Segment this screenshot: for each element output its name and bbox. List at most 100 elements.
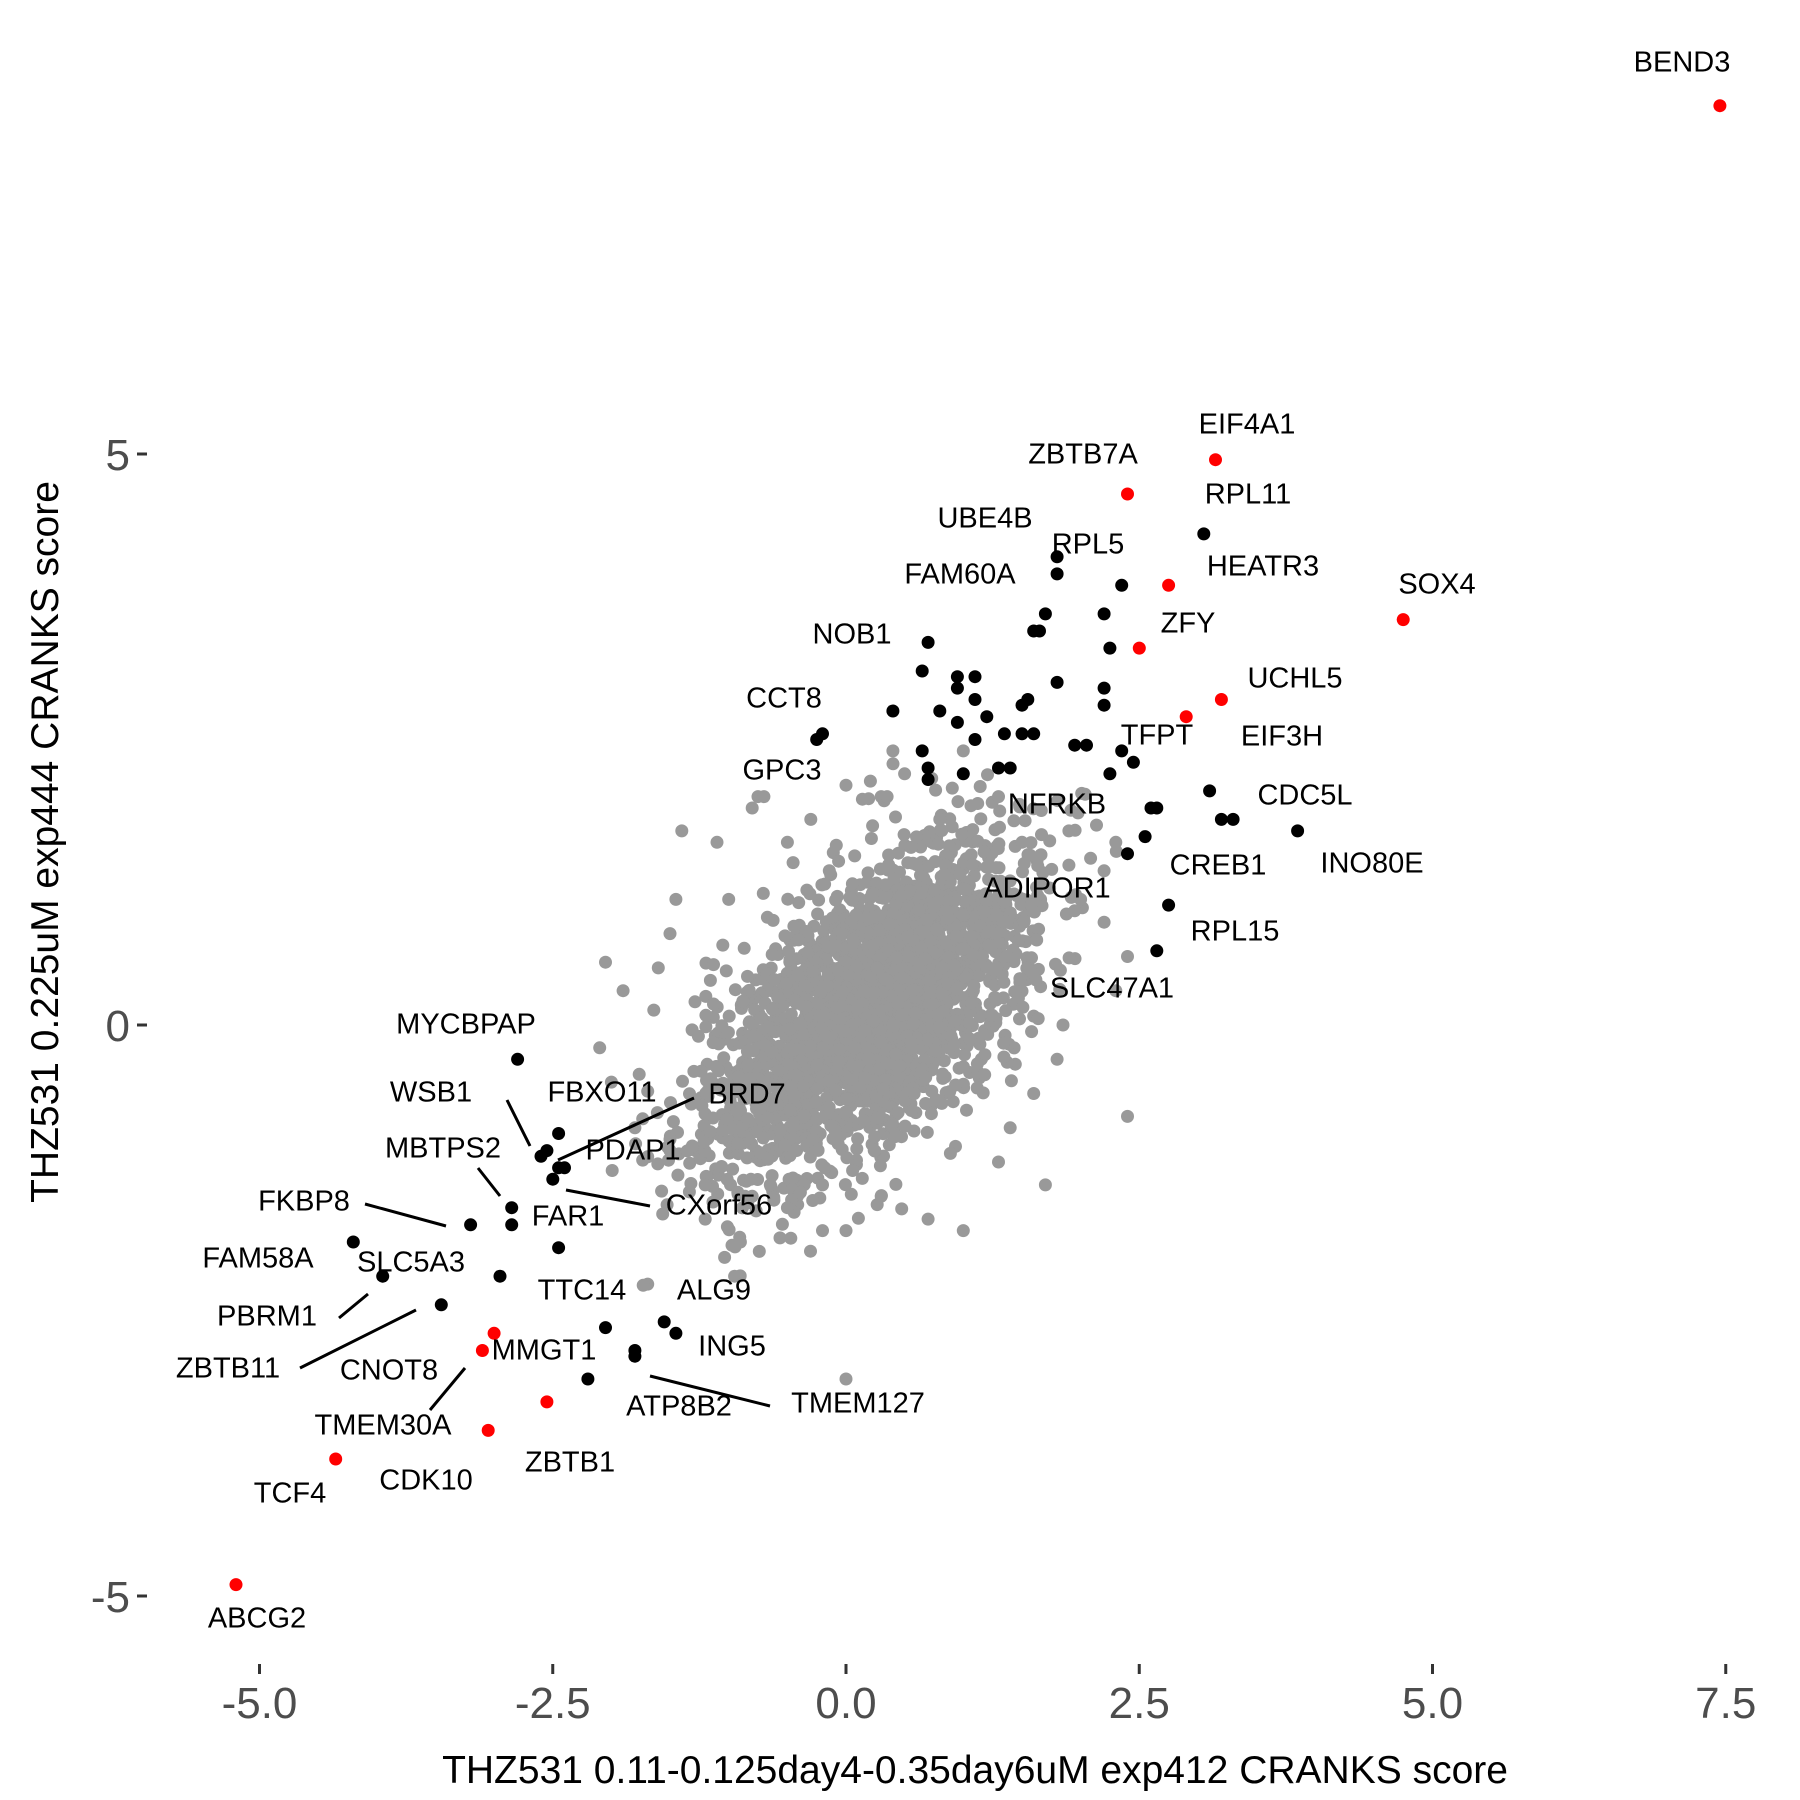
background-point <box>874 1035 887 1049</box>
background-point <box>804 1244 817 1258</box>
background-point <box>914 942 928 956</box>
background-point <box>832 854 846 868</box>
label-zbtb1: ZBTB1 <box>525 1447 615 1479</box>
background-point <box>947 958 961 972</box>
background-point <box>722 1009 736 1023</box>
background-point <box>765 1002 779 1016</box>
background-point <box>707 958 720 972</box>
background-point <box>697 1135 711 1149</box>
background-point <box>818 877 832 891</box>
background-point <box>998 895 1012 909</box>
y-axis-title: THZ531 0.225uM exp444 CRANKS score <box>24 481 67 1203</box>
background-point <box>937 1054 951 1068</box>
background-point <box>731 1070 745 1084</box>
background-point <box>810 1082 824 1096</box>
background-point <box>929 783 943 797</box>
background-point <box>762 1093 776 1107</box>
label-rpl11: RPL11 <box>1205 479 1292 511</box>
background-point <box>651 1157 665 1171</box>
background-point <box>737 941 751 955</box>
background-point <box>680 1144 694 1158</box>
background-point <box>867 1014 881 1028</box>
background-point <box>716 1124 730 1137</box>
background-point <box>767 1193 781 1207</box>
background-point <box>605 1164 619 1177</box>
background-point <box>744 1086 758 1100</box>
background-point <box>909 1006 922 1020</box>
hit-point <box>1097 681 1111 695</box>
background-point <box>669 892 683 906</box>
background-point <box>839 778 853 792</box>
label-leader-lines <box>299 1096 771 1411</box>
background-point <box>976 949 989 963</box>
background-point <box>746 1044 760 1058</box>
background-point <box>881 943 895 957</box>
hit-point <box>628 1344 642 1357</box>
hit-point <box>992 761 1005 775</box>
background-point <box>1031 859 1045 873</box>
label-uchl5: UCHL5 <box>1247 663 1342 695</box>
background-point <box>839 1105 853 1119</box>
background-point <box>1062 858 1076 872</box>
background-point <box>846 1164 860 1177</box>
background-point <box>950 982 964 996</box>
background-point <box>946 1095 960 1109</box>
background-point <box>699 1086 713 1100</box>
background-point <box>1016 1000 1030 1014</box>
point-tmem30a <box>475 1344 489 1357</box>
label-zfy: ZFY <box>1161 608 1216 640</box>
point-cxorf56 <box>546 1172 560 1186</box>
background-point <box>965 996 978 1010</box>
label-cdc5l: CDC5L <box>1257 780 1352 812</box>
label-tcf4: TCF4 <box>254 1478 327 1510</box>
background-point <box>728 1269 742 1283</box>
leader-line <box>299 1308 417 1370</box>
background-point <box>1074 892 1088 906</box>
x-tick-label: 0.0 <box>815 1679 876 1728</box>
point-fkbp8 <box>464 1218 478 1232</box>
background-point <box>1053 982 1067 996</box>
background-point <box>675 824 689 838</box>
point-sox4 <box>1396 613 1410 627</box>
leader-line <box>557 1096 695 1162</box>
point-adipor1 <box>1138 830 1152 844</box>
background-point <box>1097 864 1111 878</box>
point-ino80e <box>1291 824 1305 838</box>
background-point <box>862 1051 876 1065</box>
background-point <box>886 932 900 946</box>
background-point <box>754 1101 767 1115</box>
hit-point <box>1021 693 1035 706</box>
background-point <box>906 1017 920 1031</box>
label-ttc14: TTC14 <box>538 1275 627 1307</box>
background-point <box>949 929 963 943</box>
background-point <box>778 929 792 943</box>
hit-point <box>552 1161 566 1175</box>
background-point <box>1027 905 1041 919</box>
background-point <box>898 1119 912 1133</box>
label-tfpt: TFPT <box>1121 720 1194 752</box>
background-point <box>655 1184 669 1198</box>
background-point <box>884 1119 898 1133</box>
label-tmem30a: TMEM30A <box>315 1410 453 1442</box>
background-point <box>803 887 817 901</box>
background-point <box>895 1202 909 1216</box>
background-point <box>932 1020 946 1034</box>
label-gpc3: GPC3 <box>743 755 822 787</box>
background-point <box>797 1109 811 1123</box>
background-point <box>787 919 801 933</box>
point-tfpt <box>1126 755 1140 769</box>
background-point <box>857 1114 871 1128</box>
background-point <box>1071 806 1085 820</box>
point-uchl5 <box>1214 693 1228 706</box>
label-cdk10: CDK10 <box>379 1465 473 1497</box>
hit-point <box>980 710 994 724</box>
background-point <box>939 849 953 863</box>
background-point <box>706 1111 720 1125</box>
background-point <box>898 1094 912 1108</box>
background-point <box>663 1132 677 1146</box>
label-cxorf56: CXorf56 <box>666 1190 772 1222</box>
hit-point <box>886 704 900 718</box>
label-heatr3: HEATR3 <box>1207 551 1319 583</box>
background-point <box>851 1059 865 1073</box>
background-point <box>833 1043 847 1057</box>
